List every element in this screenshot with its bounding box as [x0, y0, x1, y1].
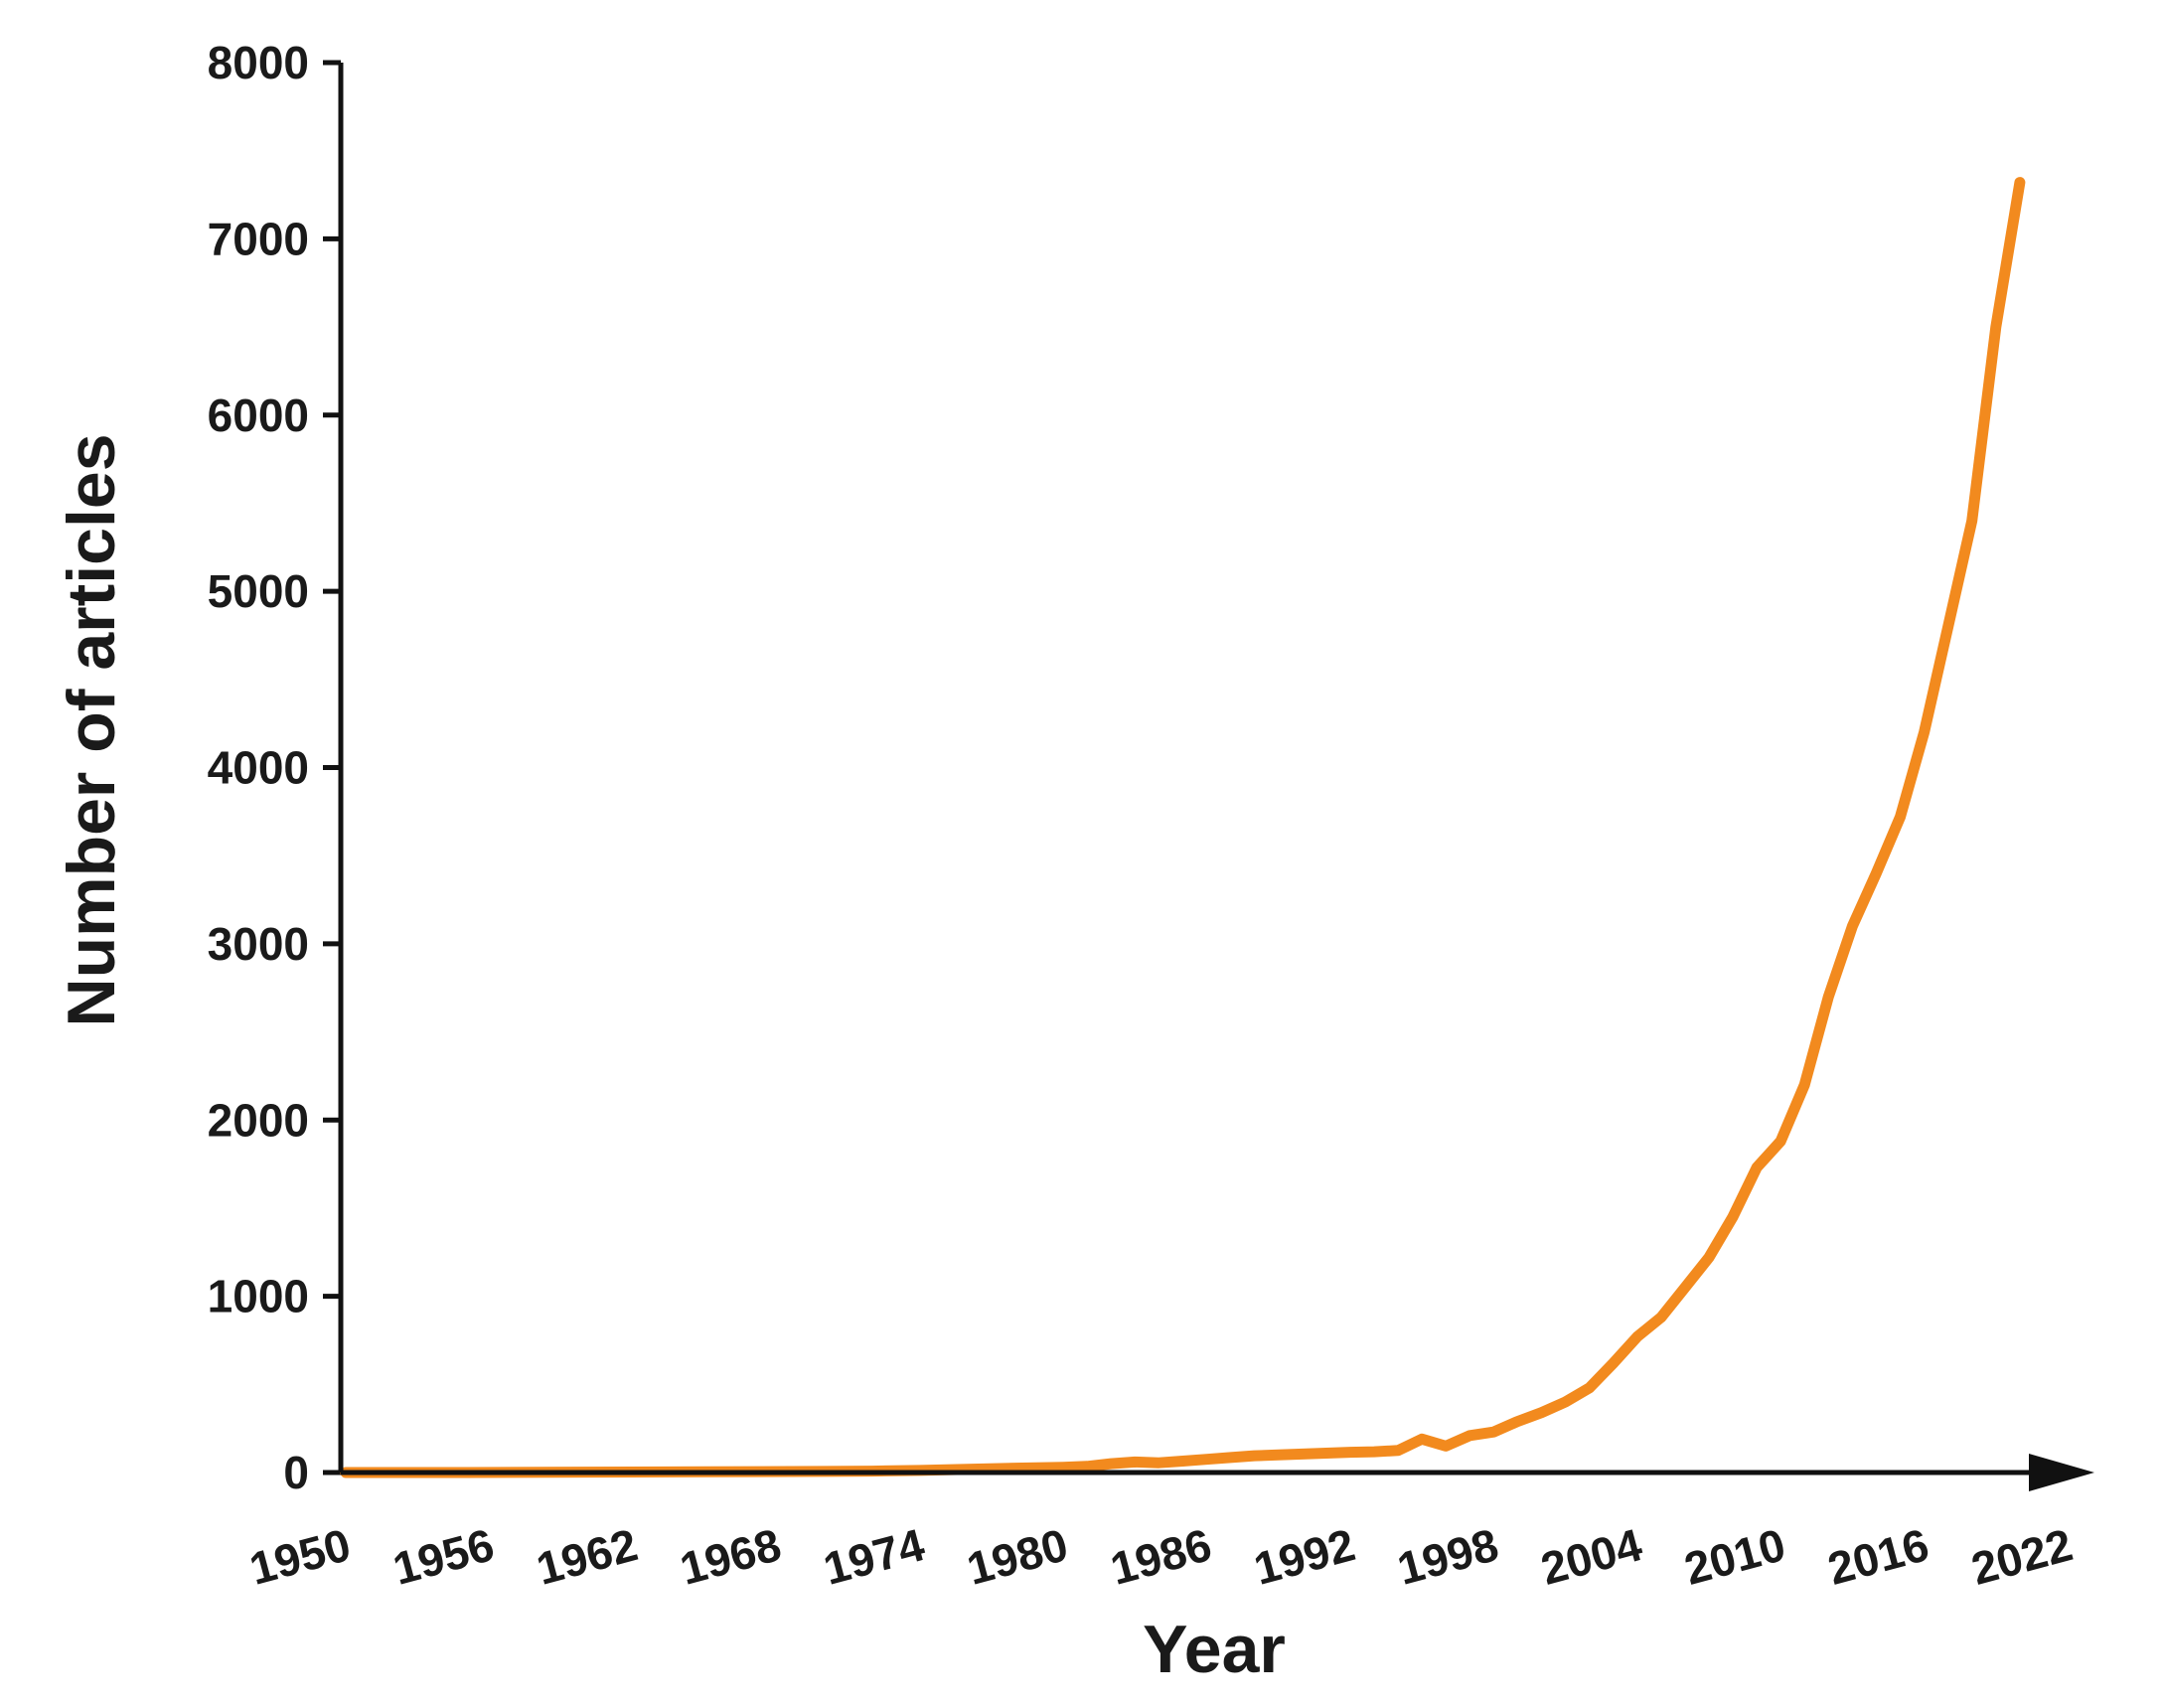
x-axis-arrowhead	[2029, 1454, 2094, 1491]
x-tick-label: 1962	[532, 1518, 643, 1595]
y-tick-label: 4000	[208, 742, 309, 794]
series-line	[340, 177, 2026, 1478]
y-axis-title: Number of articles	[54, 433, 129, 1026]
x-tick-label: 1992	[1249, 1518, 1360, 1595]
y-tick-label: 0	[283, 1447, 309, 1498]
y-tick-label: 2000	[208, 1094, 309, 1146]
x-tick-label: 2010	[1679, 1518, 1790, 1595]
x-tick-label: 1974	[818, 1518, 930, 1595]
x-tick-label: 1986	[1105, 1518, 1216, 1595]
y-tick-label: 5000	[208, 565, 309, 617]
x-tick-label: 2022	[1966, 1518, 2078, 1595]
x-axis-ticks: 1950 1956 1962 1968 1974 1980 1986 1992 1998 2004…	[244, 1518, 2078, 1595]
y-tick-label: 6000	[208, 389, 309, 441]
x-tick-label: 1998	[1392, 1518, 1503, 1595]
y-tick-label: 1000	[208, 1271, 309, 1322]
y-tick-label: 7000	[208, 213, 309, 264]
y-axis-ticks: 0 1000 2000 3000 4000 5000 6000 7000 8000	[208, 37, 341, 1498]
x-tick-label: 2016	[1822, 1518, 1933, 1595]
x-tick-label: 1980	[962, 1518, 1073, 1595]
x-tick-label: 1956	[387, 1518, 499, 1595]
x-tick-label: 1968	[675, 1518, 786, 1595]
x-tick-label: 1950	[244, 1518, 356, 1595]
y-tick-label: 3000	[208, 918, 309, 970]
x-axis-title: Year	[1143, 1612, 1286, 1687]
x-tick-label: 2004	[1535, 1518, 1647, 1595]
y-tick-label: 8000	[208, 37, 309, 88]
